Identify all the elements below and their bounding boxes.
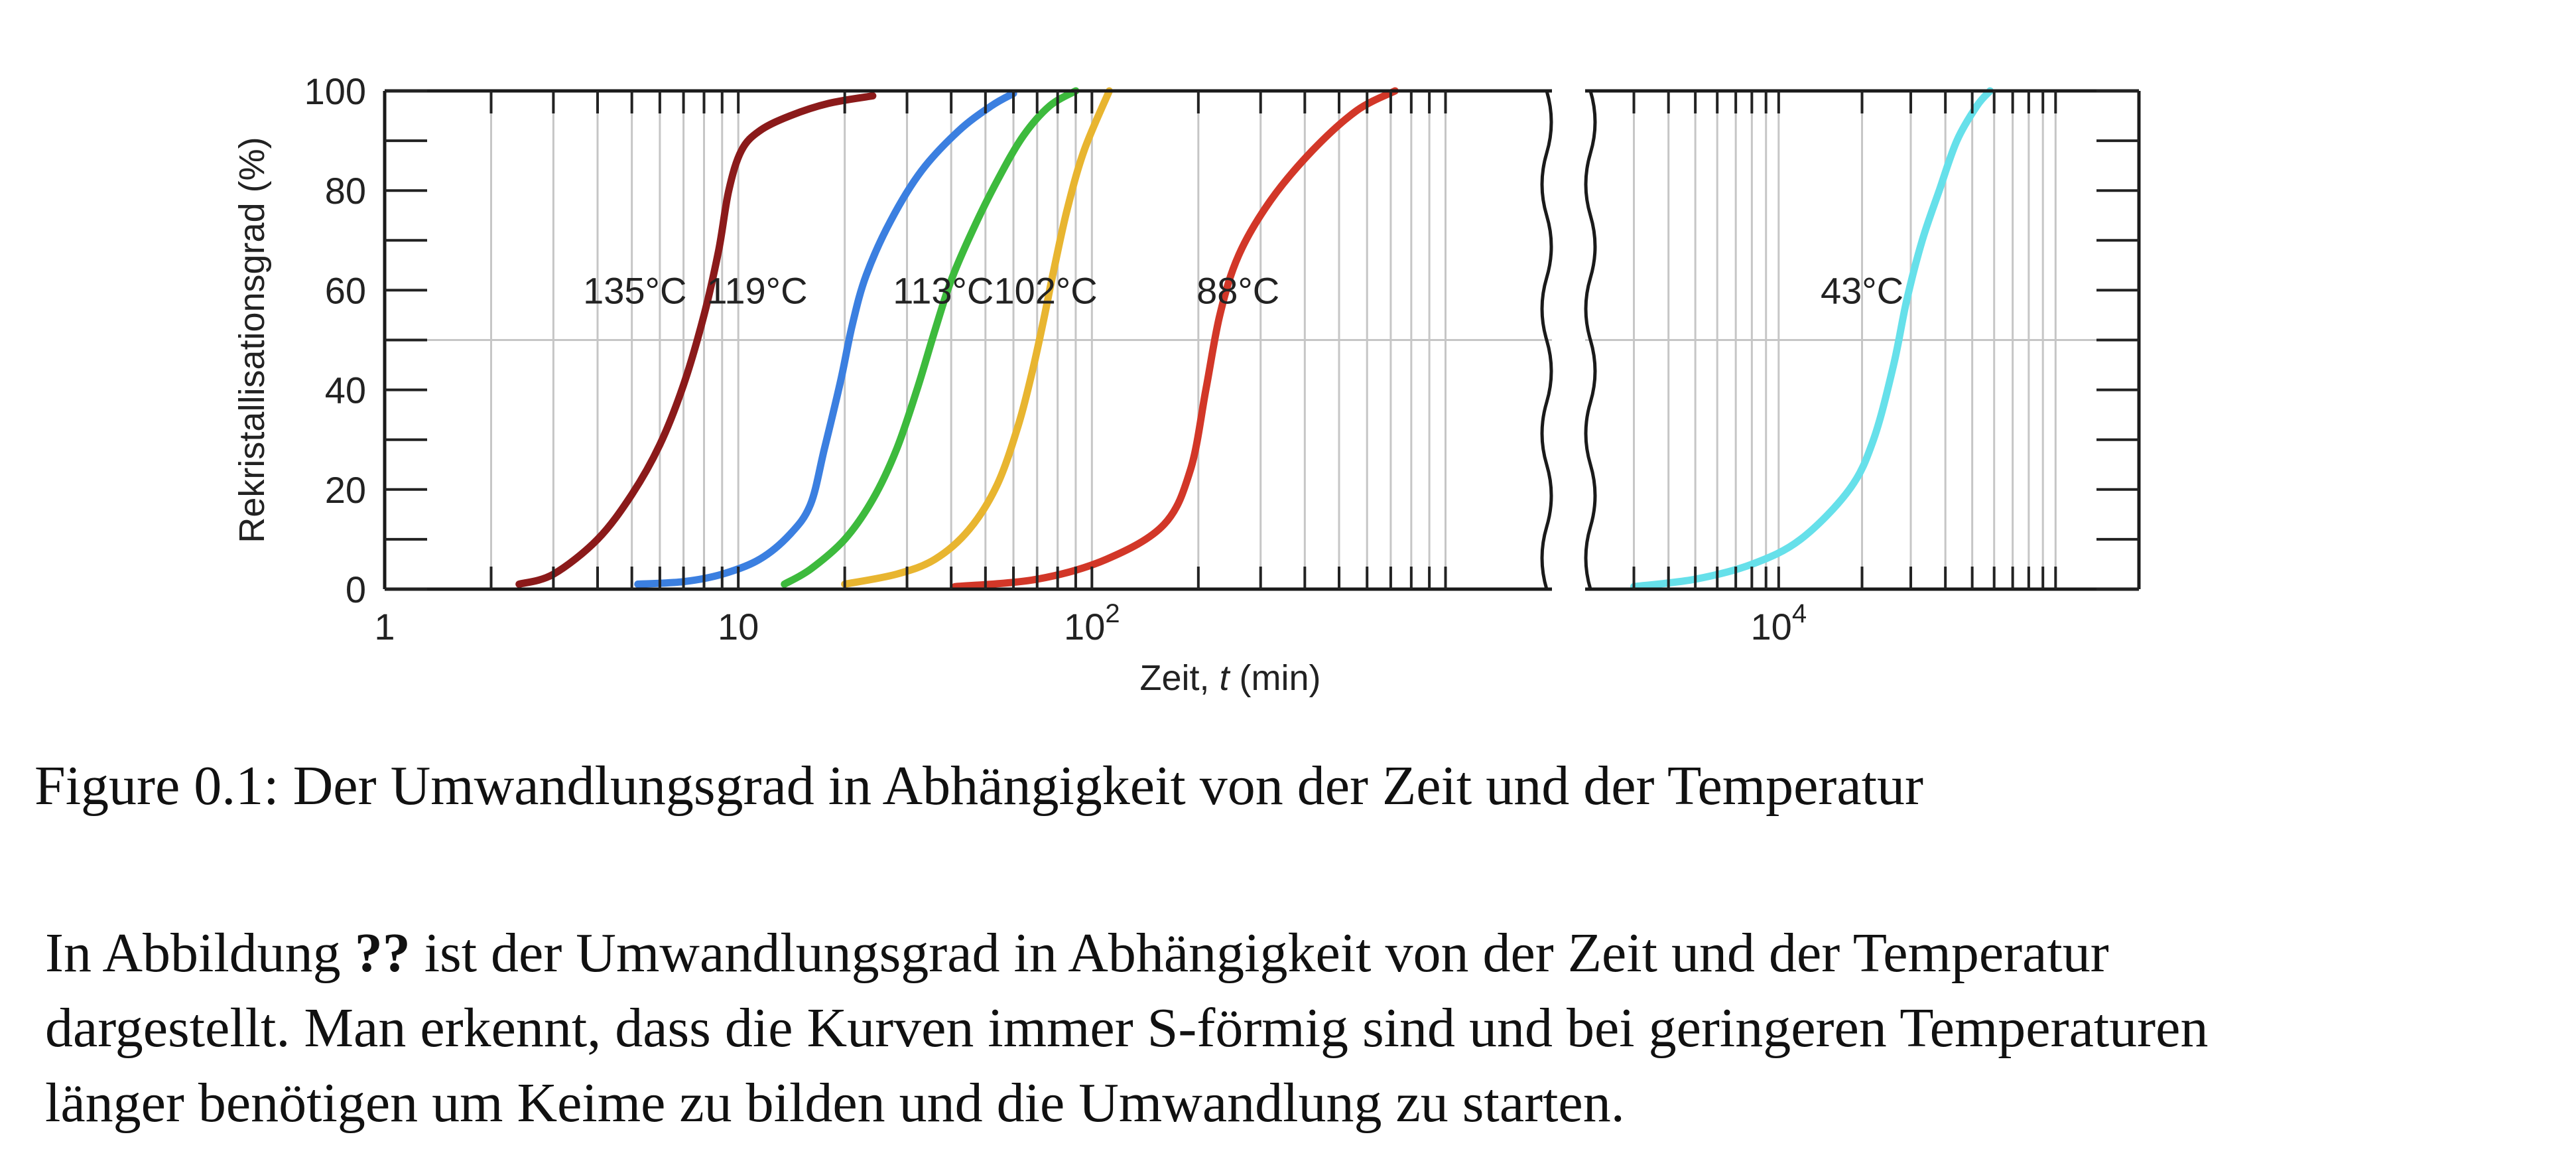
figure-caption: Figure 0.1: Der Umwandlungsgrad in Abhän… xyxy=(34,755,1923,817)
y-tick-label: 0 xyxy=(346,569,366,610)
paragraph-line-1: In Abbildung ?? ist der Umwandlungsgrad … xyxy=(45,916,2559,991)
paragraph-line-3: länger benötigen um Keime zu bilden und … xyxy=(45,1072,1625,1134)
y-tick-label: 100 xyxy=(304,70,366,112)
paragraph-text-end: ist der Umwandlungsgrad in Abhängigkeit … xyxy=(410,922,2109,984)
recrystallization-chart: 0 20 40 60 80 100 1 10 102 104 Rekristallisationsg… xyxy=(232,70,2141,698)
series-label-113c: 113°C xyxy=(893,269,994,311)
x-tick-label: 104 xyxy=(1751,599,1807,648)
series-label-88c: 88°C xyxy=(1196,269,1279,311)
paragraph-line-2: dargestellt. Man erkennt, dass die Kurve… xyxy=(45,997,2209,1059)
ticks xyxy=(385,90,2139,590)
curves xyxy=(515,87,1994,590)
axis-break-right xyxy=(1584,90,1597,590)
curve-102c xyxy=(841,87,1114,588)
curve-88c xyxy=(951,87,1399,590)
curve-135c xyxy=(515,92,877,588)
figure: 0 20 40 60 80 100 1 10 102 104 Rekristallisationsg… xyxy=(232,70,2141,698)
y-tick-label: 80 xyxy=(325,170,366,212)
series-label-135c: 135°C xyxy=(583,269,686,311)
series-label-43c: 43°C xyxy=(1821,269,1903,311)
x-tick-label: 102 xyxy=(1064,599,1120,648)
series-label-102c: 102°C xyxy=(994,269,1097,311)
y-tick-label: 60 xyxy=(325,269,366,311)
paragraph-text-start: In Abbildung xyxy=(45,922,355,984)
curve-113c xyxy=(781,87,1080,588)
curve-43c xyxy=(1630,87,1994,590)
y-axis-title: Rekristallisationsgrad (%) xyxy=(232,137,272,543)
x-tick-label: 1 xyxy=(374,606,395,648)
curve-119c xyxy=(634,90,1017,588)
figure-reference[interactable]: ?? xyxy=(354,922,411,984)
body-paragraph: In Abbildung ?? ist der Umwandlungsgrad … xyxy=(45,916,2559,1140)
labels: 0 20 40 60 80 100 1 10 102 104 Rekristallisationsg… xyxy=(232,70,1903,698)
x-tick-label: 10 xyxy=(718,606,759,648)
y-tick-label: 40 xyxy=(325,370,366,411)
axis-break-left xyxy=(1540,90,1553,590)
x-axis-title: Zeit, t (min) xyxy=(1139,658,1320,698)
series-label-119c: 119°C xyxy=(706,269,807,311)
y-tick-label: 20 xyxy=(325,469,366,511)
